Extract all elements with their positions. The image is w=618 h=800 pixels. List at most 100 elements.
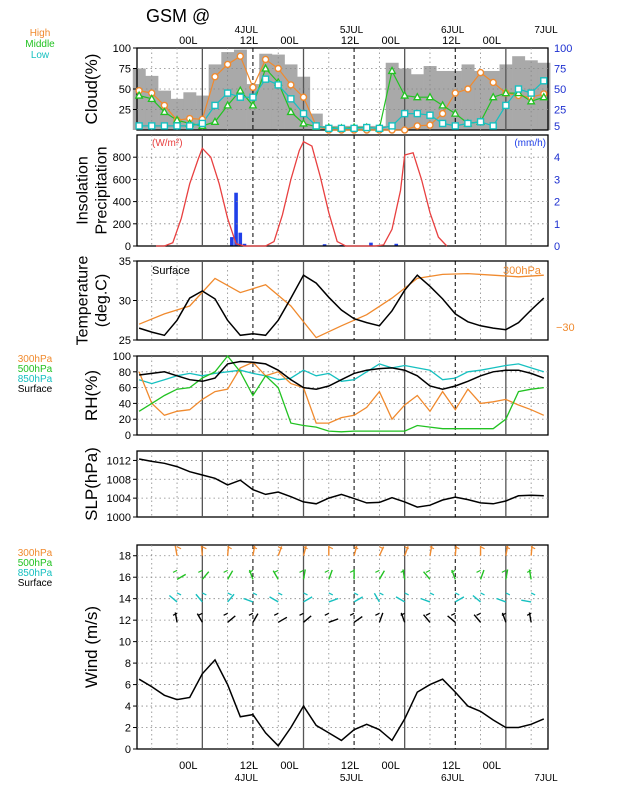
- wind-barb: [174, 545, 178, 556]
- wind-barb-flag: [501, 612, 507, 616]
- cloud-point-low: [400, 109, 409, 118]
- cloud-point-middle: [450, 108, 460, 117]
- wind-barb-flag: [328, 546, 334, 550]
- cloud-right-tick-label: 5: [554, 121, 560, 133]
- cloud-point-low: [363, 123, 371, 132]
- cloud-ytick-label: 50: [119, 84, 131, 96]
- wind-barb: [479, 569, 485, 580]
- top-date-label: 7JUL: [534, 25, 558, 36]
- cloud-point-low: [502, 101, 510, 110]
- top-date-label: 4JUL: [235, 25, 259, 36]
- wind-barb: [201, 571, 210, 580]
- cloud-point-low: [527, 89, 535, 97]
- top-time-label: 00L: [381, 35, 399, 47]
- wind-barb: [328, 597, 339, 603]
- rh-series-300hpa: [138, 361, 545, 424]
- wind-barb: [252, 613, 259, 623]
- wind-barb: [521, 599, 532, 603]
- cloud-point-high: [489, 78, 497, 87]
- cloud-point-low: [173, 122, 181, 130]
- wind-barb: [473, 614, 482, 623]
- wind-barb-flag: [400, 569, 405, 573]
- cloud-point-middle: [160, 107, 169, 116]
- wind-barb: [447, 615, 456, 623]
- wind-barb-flag: [227, 592, 232, 596]
- wind-barb: [423, 571, 431, 580]
- insolation-right-tick-label: 4: [554, 152, 560, 164]
- cloud-point-low: [312, 122, 320, 130]
- wind-barb-flag: [530, 592, 536, 596]
- wind-barb-flag: [227, 546, 232, 550]
- wind-barb-flag: [454, 546, 460, 550]
- wind-barb: [420, 597, 431, 603]
- wind-barb: [200, 545, 204, 556]
- wind-barb-flag: [273, 569, 279, 573]
- cloud-point-low: [211, 101, 219, 110]
- wind-barb: [378, 612, 384, 623]
- wind-ytick-label: 2: [125, 723, 131, 735]
- cloud-point-low: [261, 75, 270, 83]
- cloud-point-low: [249, 93, 257, 101]
- bottom-time-label: 12L: [341, 760, 359, 772]
- top-time-label: 00L: [280, 35, 298, 47]
- wind-barb-flag: [501, 569, 507, 573]
- slp-frame: [136, 450, 549, 518]
- cloud-bar: [132, 68, 146, 130]
- wind-barb-flag: [353, 592, 359, 596]
- wind-barb: [277, 616, 288, 623]
- cloud-point-low: [476, 118, 485, 126]
- cloud-point-low: [337, 124, 346, 133]
- cloud-point-middle: [438, 100, 448, 109]
- slp-ytick-label: 1004: [107, 493, 131, 505]
- cloud-bar: [411, 74, 424, 130]
- top-date-label: 5JUL: [340, 25, 364, 36]
- cloud-point-low: [375, 124, 384, 133]
- cloud-ytick-label: 100: [113, 43, 131, 55]
- wind-barb: [227, 593, 235, 603]
- wind-barb-flag: [425, 569, 431, 573]
- wind-barb-flag: [375, 569, 380, 573]
- wind-ytick-label: 18: [119, 551, 131, 563]
- top-time-label: 00L: [483, 35, 501, 47]
- insolation-ytick-label: 400: [113, 197, 131, 209]
- wind-barb-flag: [252, 592, 258, 596]
- rh-ytick-label: 0: [125, 430, 131, 442]
- wind-barb-flag: [505, 592, 511, 596]
- insolation-right-unit: (mm/h): [514, 138, 546, 149]
- wind-barb: [227, 570, 234, 580]
- wind-barb: [353, 596, 364, 603]
- wind-barb-flag: [526, 569, 532, 573]
- insolation-ylabel: Precipitation: [94, 146, 111, 234]
- cloud-point-low: [274, 81, 282, 89]
- top-date-label: 6JUL: [441, 25, 465, 36]
- wind-barb-flag: [172, 569, 178, 573]
- cloud-point-middle: [526, 96, 536, 105]
- rh-frame: [136, 355, 549, 436]
- precip-bar: [234, 192, 238, 246]
- cloud-bar: [461, 64, 475, 130]
- precip-bar: [369, 242, 373, 246]
- cloud-point-middle: [286, 107, 296, 116]
- chart-title: GSM @: [146, 6, 210, 26]
- cloud-bar: [183, 92, 197, 130]
- wind-barb-flag: [450, 612, 456, 616]
- wind-barb-flag: [480, 592, 485, 596]
- wind-barb-flag: [248, 569, 254, 573]
- cloud-point-low: [413, 109, 422, 118]
- cloud-point-low: [198, 119, 207, 128]
- wind-barb: [302, 569, 306, 580]
- wind-barb-flag: [248, 612, 254, 616]
- insolation-frame: [136, 134, 549, 247]
- rh-ylabel: RH(%): [82, 370, 101, 421]
- wind-barb: [423, 614, 431, 623]
- temperature-ytick-label: 30: [119, 296, 131, 308]
- wind-ytick-label: 14: [119, 594, 131, 606]
- cloud-point-low: [223, 89, 232, 97]
- precip-bar: [230, 237, 234, 246]
- rh-ytick-label: 80: [119, 367, 131, 379]
- cloud-point-low: [540, 77, 548, 85]
- wind-barb: [195, 593, 203, 603]
- top-time-label: 12L: [341, 35, 359, 47]
- bottom-time-label: 12L: [240, 760, 258, 772]
- rh-series-surface: [139, 360, 545, 390]
